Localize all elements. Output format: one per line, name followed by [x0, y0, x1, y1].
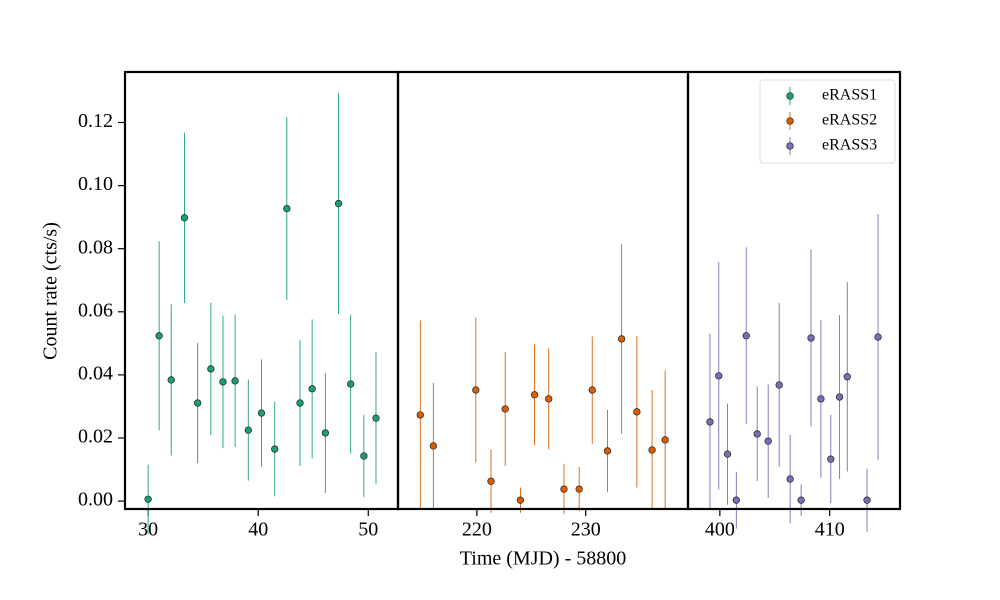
x-tick-label: 400 — [705, 519, 735, 541]
y-tick-label: 0.10 — [78, 173, 113, 195]
data-point — [706, 418, 714, 426]
data-point — [283, 204, 291, 213]
panel-frame — [396, 70, 690, 511]
data-point — [155, 332, 163, 340]
data-point — [231, 377, 239, 385]
data-point — [874, 333, 882, 341]
y-tick-label: 0.12 — [78, 110, 113, 132]
data-point — [244, 426, 252, 434]
data-point — [742, 332, 750, 340]
data-point — [786, 475, 794, 483]
data-point — [296, 399, 304, 407]
x-axis-label: Time (MJD) - 58800 — [460, 548, 627, 570]
x-tick-label: 220 — [462, 519, 492, 541]
legend-label: eRASS2 — [822, 112, 877, 129]
data-point — [167, 376, 175, 384]
data-point — [194, 399, 202, 407]
legend-label: eRASS3 — [822, 137, 877, 154]
data-point — [271, 445, 279, 453]
data-point — [835, 393, 844, 401]
x-tick-label: 230 — [571, 519, 601, 541]
data-point — [472, 386, 480, 394]
data-point — [843, 373, 851, 381]
data-point — [732, 496, 740, 504]
data-point — [863, 496, 871, 504]
data-point — [603, 447, 612, 455]
data-point — [715, 372, 723, 380]
data-point — [429, 442, 438, 450]
data-point — [588, 386, 596, 394]
y-tick-label: 0.08 — [78, 236, 113, 258]
data-point — [416, 411, 424, 419]
data-point — [817, 395, 825, 403]
data-point — [764, 437, 772, 445]
data-point — [661, 436, 669, 444]
data-point — [775, 381, 783, 389]
y-tick-label: 0.00 — [78, 489, 113, 511]
data-point — [501, 405, 509, 413]
data-point — [516, 496, 525, 504]
y-tick-label: 0.04 — [78, 362, 113, 384]
data-point — [347, 380, 355, 388]
data-point — [753, 430, 761, 438]
legend-marker — [786, 142, 794, 150]
y-axis-label: Count rate (cts/s) — [40, 222, 62, 360]
x-tick-label: 50 — [358, 519, 378, 541]
data-point — [487, 477, 495, 485]
data-point — [723, 450, 732, 458]
data-point — [257, 409, 266, 417]
x-tick-label: 40 — [248, 519, 268, 541]
data-point — [207, 365, 215, 373]
data-point — [648, 446, 656, 454]
data-point — [144, 495, 152, 503]
legend-marker — [786, 92, 794, 100]
data-point — [633, 408, 641, 416]
panel-frame — [686, 70, 902, 511]
data-point — [360, 452, 368, 460]
data-point — [545, 395, 553, 403]
data-point — [372, 414, 380, 422]
data-point — [827, 455, 835, 463]
data-point — [560, 485, 568, 493]
data-point — [797, 496, 805, 504]
y-tick-label: 0.02 — [78, 426, 113, 448]
legend-label: eRASS1 — [822, 87, 877, 104]
x-tick-label: 410 — [815, 519, 845, 541]
data-point — [180, 214, 189, 222]
data-point — [617, 335, 626, 343]
data-point — [530, 391, 539, 399]
y-tick-label: 0.06 — [78, 299, 113, 321]
legend-marker — [786, 117, 794, 125]
data-point — [321, 429, 329, 437]
legend-box — [759, 79, 896, 164]
data-point — [308, 385, 316, 393]
data-point — [807, 334, 815, 342]
data-point — [575, 485, 583, 493]
data-point — [219, 378, 227, 386]
data-point — [334, 199, 343, 208]
